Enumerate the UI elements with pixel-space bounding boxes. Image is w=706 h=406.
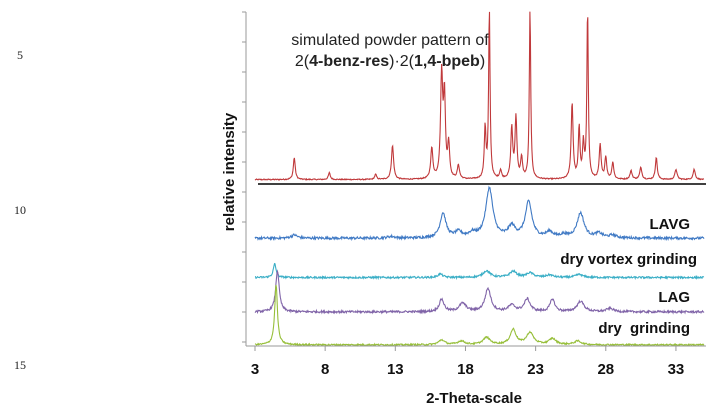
series-simulated-trace: [254, 11, 705, 181]
x-axis-ticks: 3 8 13 18 23 28 33: [251, 346, 684, 378]
chart-title-line1: simulated powder pattern of: [291, 32, 489, 49]
y-axis-ticks: [242, 11, 246, 343]
x-axis-label: 2-Theta-scale: [426, 390, 522, 406]
x-tick-label-18: 18: [457, 361, 474, 378]
line-number-10: 10: [14, 203, 26, 217]
x-tick-label-8: 8: [321, 361, 329, 378]
x-tick-label-13: 13: [387, 361, 404, 378]
series-label-lavg: LAVG: [649, 216, 690, 233]
series-label-dry-vortex-grinding: dry vortex grinding: [560, 251, 697, 268]
y-axis-label: relative intensity: [221, 112, 238, 231]
x-tick-label-33: 33: [668, 361, 685, 378]
x-tick-label-3: 3: [251, 361, 259, 378]
series-label-lag: LAG: [658, 289, 690, 306]
xrd-traces: [254, 11, 705, 347]
series-lag-trace: [254, 269, 705, 315]
series-dry-grinding-trace: [254, 285, 705, 347]
series-label-dry-grinding: dry grinding: [598, 320, 690, 337]
line-number-15: 15: [14, 358, 26, 372]
series-lavg-trace: [254, 185, 705, 242]
x-tick-label-23: 23: [527, 361, 544, 378]
chart-title-line2: 2(4-benz-res)·2(1,4-bpeb): [295, 53, 485, 70]
x-tick-label-28: 28: [597, 361, 614, 378]
line-number-5: 5: [17, 48, 23, 62]
series-dry-vortex-grinding-trace: [254, 262, 705, 281]
